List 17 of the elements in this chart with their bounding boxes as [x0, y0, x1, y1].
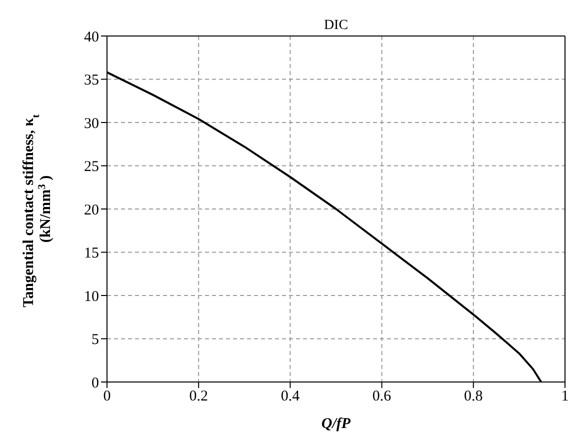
x-axis-title: Q/fP	[321, 416, 352, 432]
y-tick-label: 5	[92, 332, 99, 348]
y-tick-label: 40	[84, 29, 99, 46]
y-tick-label: 35	[84, 72, 99, 89]
y-tick-label: 30	[84, 116, 99, 132]
y-tick-label: 20	[84, 202, 99, 218]
x-tick-label: 1	[561, 388, 569, 405]
y-tick-label: 25	[84, 159, 99, 176]
x-tick-label: 0.6	[372, 388, 392, 405]
x-tick-label: 0	[103, 388, 111, 405]
y-tick-label: 15	[84, 246, 99, 262]
x-tick-label: 0.4	[280, 388, 300, 405]
chart-title: DIC	[324, 18, 348, 33]
x-tick-label: 0.2	[189, 388, 208, 405]
y-tick-label: 0	[92, 375, 99, 392]
x-tick-label: 0.8	[464, 388, 483, 405]
y-tick-label: 10	[84, 288, 99, 305]
